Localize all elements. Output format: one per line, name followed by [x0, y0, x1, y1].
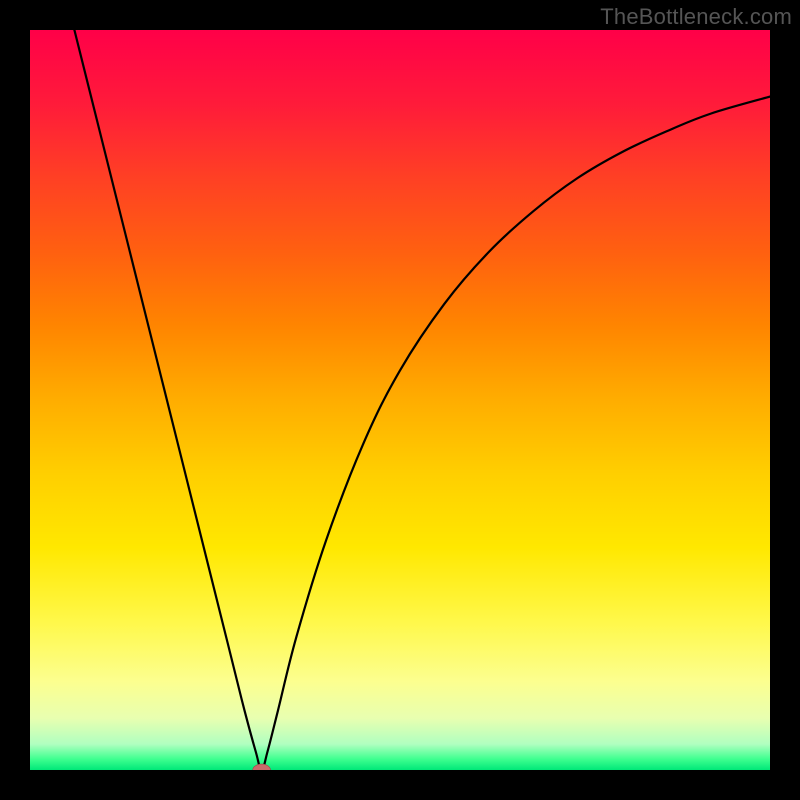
chart-frame: TheBottleneck.com: [0, 0, 800, 800]
plot-area: [30, 30, 770, 770]
gradient-background: [30, 30, 770, 770]
watermark-text: TheBottleneck.com: [600, 4, 792, 30]
plot-svg: [30, 30, 770, 770]
